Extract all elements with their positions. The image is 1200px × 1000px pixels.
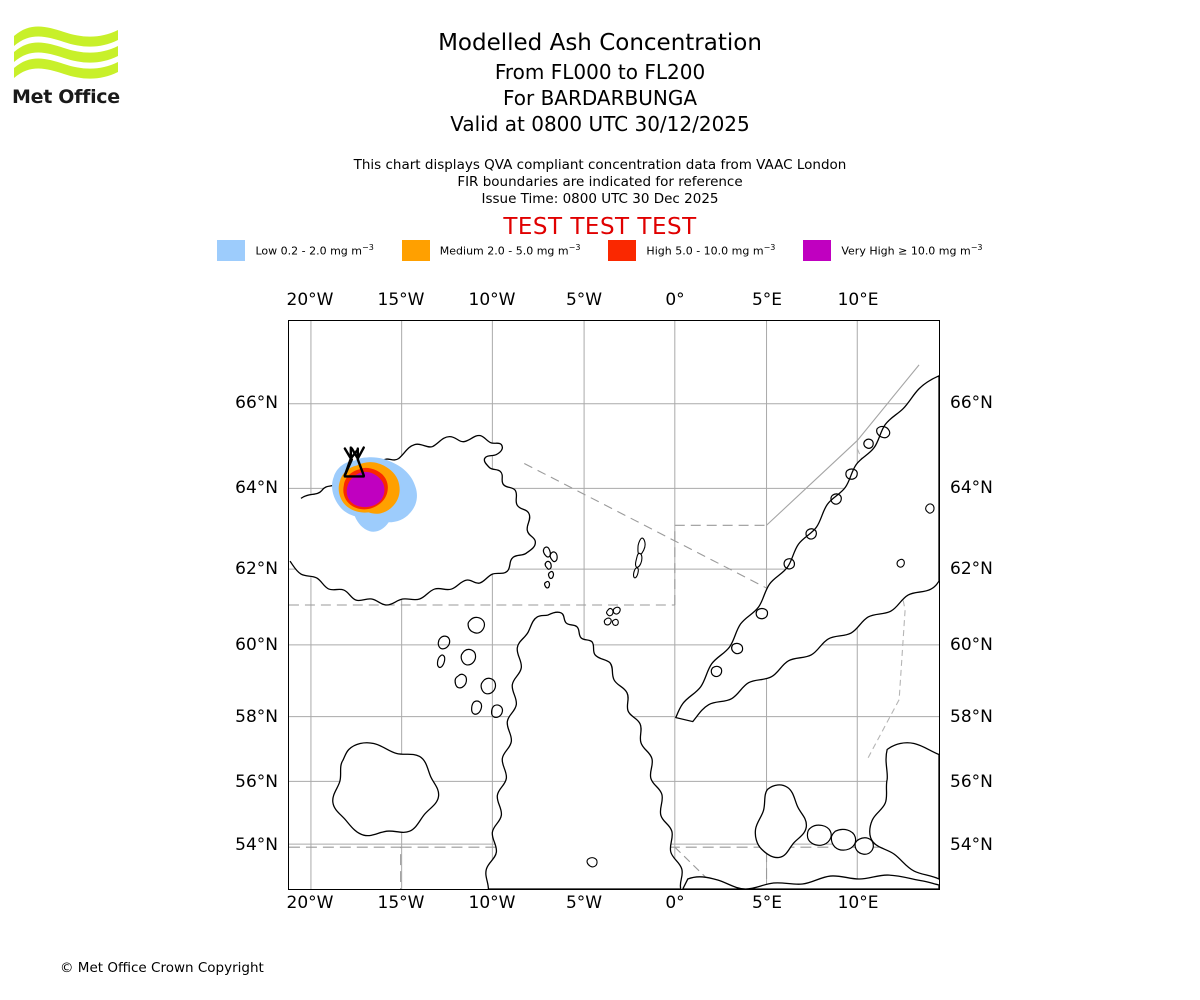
copyright-notice: © Met Office Crown Copyright — [60, 960, 264, 976]
subtitle-fir: FIR boundaries are indicated for referen… — [457, 173, 743, 190]
chart-subtitle-block: This chart displays QVA compliant concen… — [0, 157, 1200, 207]
met-office-wordmark: Met Office — [12, 86, 120, 108]
ash-concentration-map[interactable] — [288, 320, 940, 890]
sweden-coastline — [869, 742, 939, 880]
map-canvas — [289, 321, 939, 889]
lat-label-right-4: 58°N — [950, 707, 993, 727]
page-title: Modelled Ash Concentration — [438, 30, 762, 56]
legend-high-label: High 5.0 - 10.0 mg m−3 — [646, 243, 776, 258]
legend-medium: Medium 2.0 - 5.0 mg m−3 — [401, 240, 581, 261]
lat-label-left-0: 66°N — [235, 393, 278, 413]
lon-label-top-4: 0° — [665, 290, 685, 310]
legend-medium-label: Medium 2.0 - 5.0 mg m−3 — [439, 243, 581, 258]
chart-title-block: Modelled Ash Concentration From FL000 to… — [0, 28, 1200, 137]
great-britain-coastline — [485, 611, 683, 889]
shetland-group — [633, 537, 646, 579]
legend-very-high: Very High ≥ 10.0 mg m−3 — [803, 240, 983, 261]
subtitle-qva: This chart displays QVA compliant concen… — [353, 157, 847, 173]
lon-label-bottom-0: 20°W — [286, 893, 334, 913]
norway-fjord-detail — [710, 425, 891, 678]
lon-label-bottom-6: 10°E — [837, 893, 879, 913]
lon-label-bottom-5: 5°E — [751, 893, 783, 913]
lon-label-top-6: 10°E — [837, 290, 879, 310]
iceland-coastline — [289, 434, 536, 606]
legend-low-swatch — [217, 240, 246, 261]
bardarbunga-volcano-marker[interactable] — [343, 446, 365, 478]
continental-europe-coastline — [682, 874, 939, 889]
lon-label-top-5: 5°E — [751, 290, 783, 310]
lon-label-bottom-4: 0° — [665, 893, 685, 913]
subtitle-issue-time: Issue Time: 0800 UTC 30 Dec 2025 — [481, 190, 719, 207]
lon-label-bottom-1: 15°W — [377, 893, 425, 913]
lat-label-right-5: 56°N — [950, 772, 993, 792]
lat-label-left-1: 64°N — [235, 478, 278, 498]
legend-high-swatch — [608, 240, 637, 261]
lat-label-left-4: 58°N — [235, 707, 278, 727]
lon-label-top-2: 10°W — [468, 290, 516, 310]
ireland-coastline — [332, 742, 440, 837]
faroe-islands-coastline — [542, 546, 558, 589]
lon-label-top-1: 15°W — [377, 290, 425, 310]
orkney-islands — [603, 606, 621, 626]
plume-very-high — [346, 471, 385, 508]
lat-label-left-2: 62°N — [235, 559, 278, 579]
misc-island-detail — [586, 503, 935, 868]
norway-coastline — [674, 375, 939, 723]
legend-very-high-label: Very High ≥ 10.0 mg m−3 — [841, 243, 983, 258]
legend-medium-swatch — [401, 240, 430, 261]
lat-label-right-1: 64°N — [950, 478, 993, 498]
lat-label-right-6: 54°N — [950, 835, 993, 855]
hebrides-islands — [436, 616, 504, 718]
met-office-logo: Met Office — [12, 24, 122, 114]
legend-low-label: Low 0.2 - 2.0 mg m−3 — [255, 243, 374, 258]
legend-high: High 5.0 - 10.0 mg m−3 — [608, 240, 775, 261]
legend-very-high-swatch — [803, 240, 832, 261]
lat-label-left-3: 60°N — [235, 635, 278, 655]
test-banner: TEST TEST TEST — [503, 214, 697, 240]
title-volcano: For BARDARBUNGA — [502, 86, 698, 110]
legend-low: Low 0.2 - 2.0 mg m−3 — [217, 240, 374, 261]
concentration-legend: Low 0.2 - 2.0 mg m−3 Medium 2.0 - 5.0 mg… — [0, 240, 1200, 261]
title-flight-levels: From FL000 to FL200 — [494, 60, 706, 84]
lat-label-right-3: 60°N — [950, 635, 993, 655]
denmark-coastline — [754, 784, 808, 859]
lat-label-right-2: 62°N — [950, 559, 993, 579]
lon-label-bottom-3: 5°W — [565, 893, 603, 913]
lon-label-bottom-2: 10°W — [468, 893, 516, 913]
lat-label-right-0: 66°N — [950, 393, 993, 413]
lon-label-top-3: 5°W — [565, 290, 603, 310]
met-office-wave-icon — [14, 26, 118, 79]
title-valid-time: Valid at 0800 UTC 30/12/2025 — [450, 112, 750, 136]
lat-label-left-5: 56°N — [235, 772, 278, 792]
lon-label-top-0: 20°W — [286, 290, 334, 310]
danish-islands — [806, 824, 874, 855]
lat-label-left-6: 54°N — [235, 835, 278, 855]
